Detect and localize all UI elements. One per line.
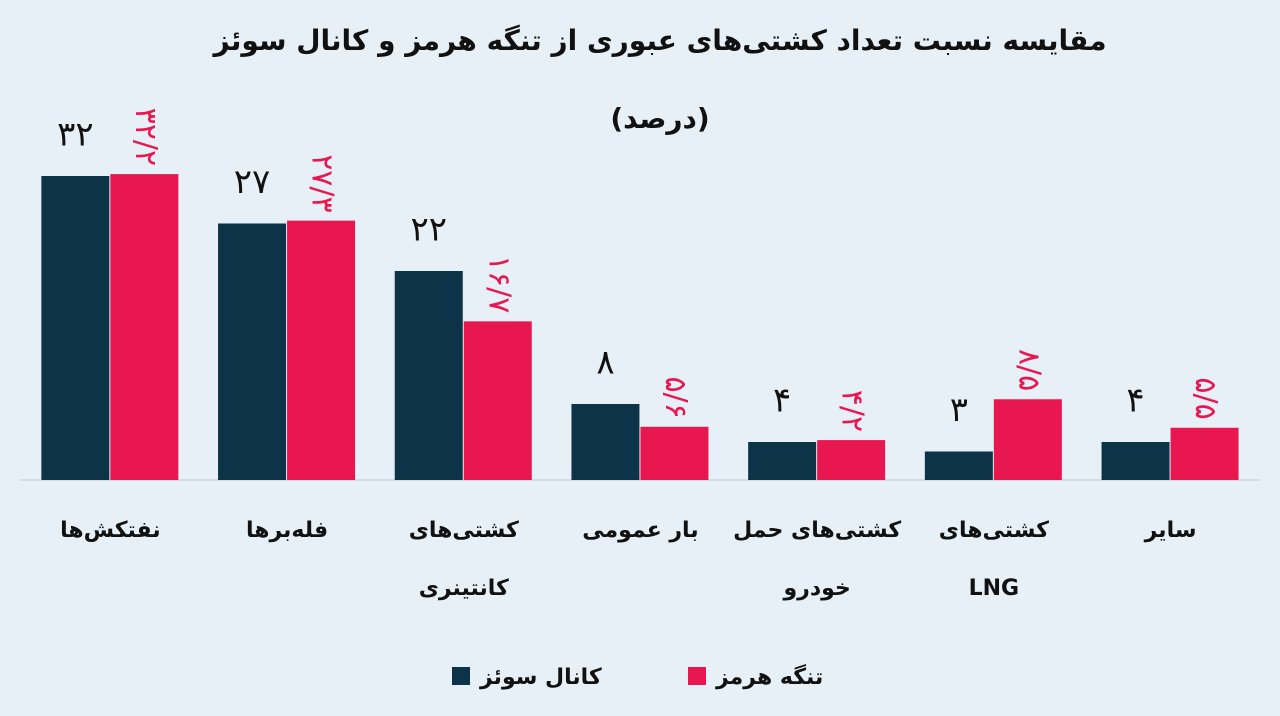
value-label: ۵/۶	[658, 376, 693, 418]
legend-label: کانال سوئز	[479, 665, 602, 690]
bar	[218, 223, 287, 480]
value-label: ۲۷	[234, 162, 271, 202]
bar	[394, 271, 463, 480]
value-label: ۴	[1126, 381, 1144, 421]
bar	[571, 404, 640, 480]
value-label: ۳	[950, 390, 968, 430]
legend-label: تنگه هرمز	[715, 663, 823, 690]
chart-subtitle: (درصد)	[610, 102, 709, 135]
value-label: ۱۶/۷	[481, 255, 516, 313]
bar	[748, 442, 817, 480]
legend-swatch	[688, 667, 706, 685]
value-label: ۲۷/۳	[305, 154, 340, 212]
value-label: ۸/۵	[1011, 349, 1046, 391]
bar	[1101, 442, 1170, 480]
bar	[287, 220, 356, 480]
x-tick-label: نفتکش‌ها	[60, 518, 161, 543]
x-tick-label: کشتی‌های LNG	[938, 518, 1049, 601]
x-tick-label: فله‌برها	[245, 518, 329, 543]
value-label: ۲۲	[410, 210, 447, 250]
x-tick-label: بار عمومی	[582, 518, 699, 543]
value-label: ۳۲/۲	[128, 108, 163, 166]
x-tick-label: کشتی‌های حمل خودرو	[733, 518, 902, 601]
bar	[924, 451, 993, 480]
x-tick-label: کشتی‌های کانتینری	[408, 518, 519, 601]
legend-swatch	[452, 667, 470, 685]
x-tick-label: سایر	[1144, 518, 1197, 543]
bar	[640, 426, 709, 480]
bar	[993, 399, 1062, 480]
bar	[463, 321, 532, 480]
bar	[1170, 427, 1239, 480]
value-label: ۴/۲	[835, 390, 870, 432]
value-label: ۴	[773, 381, 791, 421]
value-label: ۳۲	[57, 115, 94, 155]
value-label: ۸	[596, 343, 614, 383]
value-label: ۵/۵	[1188, 377, 1223, 419]
bar	[41, 176, 110, 480]
bar	[110, 174, 179, 480]
bar	[817, 440, 886, 480]
chart-title: مقایسه نسبت تعداد کشتی‌های عبوری از تنگه…	[211, 24, 1106, 57]
